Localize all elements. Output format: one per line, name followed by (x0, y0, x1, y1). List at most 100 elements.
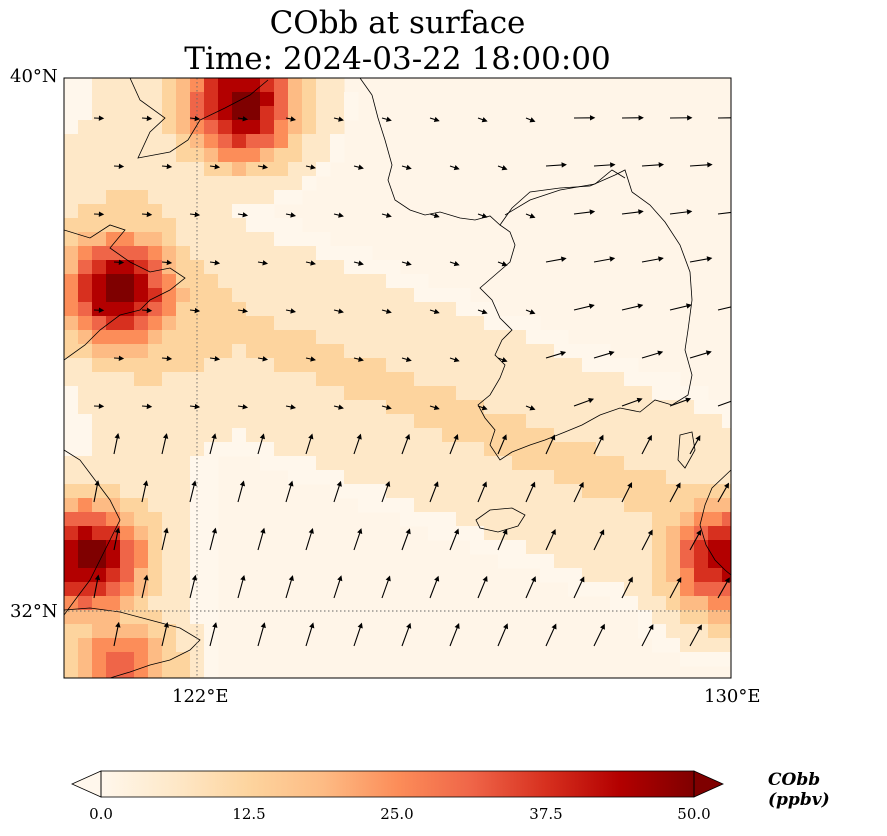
field-cell (540, 512, 555, 527)
field-cell (120, 414, 135, 429)
wind-arrow-head (309, 622, 315, 629)
field-cell (554, 386, 569, 401)
field-cell (78, 246, 93, 261)
field-cell (302, 302, 317, 317)
field-cell (204, 274, 219, 289)
field-cell (708, 540, 723, 555)
field-cell (694, 470, 709, 485)
field-cell (134, 372, 149, 387)
field-cell (120, 302, 135, 317)
field-cell (148, 204, 163, 219)
field-cell (134, 582, 149, 597)
wind-arrow-head (385, 116, 392, 122)
field-cell (456, 386, 471, 401)
wind-arrow (717, 211, 731, 215)
field-cell (330, 386, 345, 401)
field-cell (330, 442, 345, 457)
field-cell (106, 358, 121, 373)
field-cell (624, 470, 639, 485)
wind-arrow-head (658, 256, 664, 262)
field-cell (106, 624, 121, 639)
field-cell (652, 456, 667, 471)
field-cell (64, 610, 79, 625)
field-cell (176, 624, 191, 639)
field-cell (204, 302, 219, 317)
field-cell (694, 568, 709, 583)
field-cell (722, 568, 731, 583)
field-cell (582, 568, 597, 583)
wind-arrow-head (589, 209, 596, 215)
field-cell (162, 610, 177, 625)
field-cell (232, 78, 247, 93)
field-cell (554, 400, 569, 415)
wind-arrow-head (262, 260, 269, 266)
field-cell (638, 512, 653, 527)
field-cell (428, 484, 443, 499)
field-cell (232, 400, 247, 415)
field-cell (372, 358, 387, 373)
field-cell (162, 414, 177, 429)
field-cell (120, 260, 135, 275)
wind-arrow-head (356, 433, 362, 440)
field-cell (246, 302, 261, 317)
field-cell (456, 470, 471, 485)
field-cell (120, 540, 135, 555)
field-cell (92, 638, 107, 653)
field-cell (624, 596, 639, 611)
field-cell (190, 554, 205, 569)
field-cell (64, 526, 79, 541)
field-cell (638, 428, 653, 443)
wind-arrow-head (453, 164, 460, 171)
field-cell (274, 414, 289, 429)
field-cell (638, 414, 653, 429)
field-cell (120, 512, 135, 527)
field-cell (232, 218, 247, 233)
field-cell (162, 134, 177, 149)
field-cell (176, 344, 191, 359)
field-cell (246, 148, 261, 163)
field-cell (568, 540, 583, 555)
field-cell (344, 106, 359, 121)
field-cell (260, 456, 275, 471)
field-cell (162, 344, 177, 359)
field-cell (596, 372, 611, 387)
field-cell (148, 470, 163, 485)
field-cell (554, 442, 569, 457)
field-cell (596, 582, 611, 597)
field-cell (722, 442, 731, 457)
field-cell (120, 358, 135, 373)
wind-arrow-head (212, 622, 218, 628)
field-cell (666, 470, 681, 485)
field-cell (92, 176, 107, 191)
field-cell (162, 358, 177, 373)
wind-arrow-head (242, 116, 249, 122)
field-cell (582, 498, 597, 513)
field-cell (694, 400, 709, 415)
field-cell (666, 456, 681, 471)
field-cell (134, 624, 149, 639)
field-cell (344, 302, 359, 317)
field-cell (106, 456, 121, 471)
field-cell (708, 470, 723, 485)
field-cell (78, 288, 93, 303)
field-cell (64, 78, 79, 93)
field-cell (78, 302, 93, 317)
field-cell (176, 610, 191, 625)
wind-arrow-head (502, 528, 508, 535)
field-cell (106, 498, 121, 513)
field-cell (120, 428, 135, 443)
field-cell (386, 498, 401, 513)
field-cell (246, 330, 261, 345)
field-cell (316, 344, 331, 359)
field-cell (428, 428, 443, 443)
field-cell (176, 470, 191, 485)
field-cell (162, 372, 177, 387)
field-cell (554, 470, 569, 485)
field-cell (106, 176, 121, 191)
field-cell (134, 470, 149, 485)
field-cell (92, 610, 107, 625)
field-cell (134, 232, 149, 247)
field-cell (470, 526, 485, 541)
colorbar-frame (100, 770, 695, 798)
field-cell (274, 288, 289, 303)
